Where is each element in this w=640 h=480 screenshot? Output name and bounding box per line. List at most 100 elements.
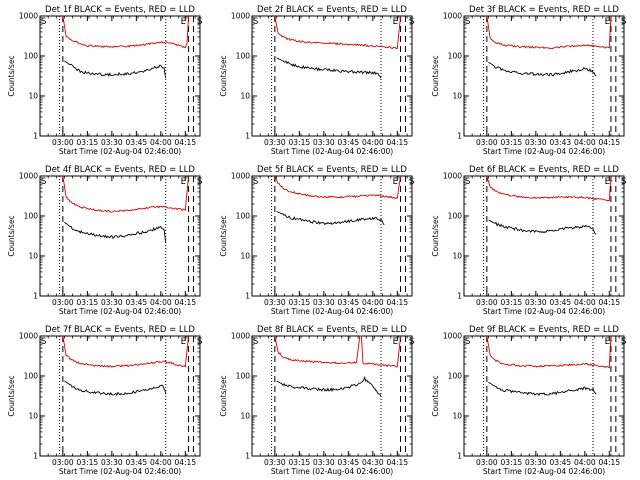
x-tick-label: 03:45	[338, 298, 360, 307]
panel-6: Det 6f BLACK = Events, RED = LLD 1 10 100 10…	[431, 165, 626, 316]
series-line-events	[488, 61, 597, 77]
panel-title: Det 3f BLACK = Events, RED = LLD	[469, 5, 619, 15]
y-tick-label: 1	[33, 452, 38, 461]
y-tick-label: 100	[236, 52, 251, 61]
x-tick-label: 04:00	[150, 298, 172, 307]
x-axis-label: Start Time (02-Aug-04 02:46:00)	[483, 307, 605, 316]
x-axis-label: Start Time (02-Aug-04 02:46:00)	[483, 467, 605, 476]
marker-s: S	[41, 337, 46, 347]
y-tick-label: 1	[245, 292, 250, 301]
x-tick-label: 03:45	[338, 458, 360, 467]
series-line-lld	[486, 335, 612, 369]
x-tick-label: 03:00	[52, 298, 74, 307]
x-tick-label: 04:15	[598, 298, 620, 307]
marker-e: E	[605, 177, 610, 187]
x-tick-label: 03:45	[550, 458, 572, 467]
x-tick-label: 03:00	[476, 138, 498, 147]
y-axis-label: Counts/sec	[219, 215, 228, 256]
marker-s: S	[197, 17, 202, 27]
y-tick-label: 1000	[19, 12, 38, 21]
x-tick-label: 03:15	[289, 458, 311, 467]
x-tick-label: 03:30	[313, 298, 335, 307]
x-tick-label: 03:00	[52, 138, 74, 147]
marker-s: S	[409, 177, 414, 187]
x-axis-label: Start Time (02-Aug-04 02:46:00)	[271, 307, 393, 316]
marker-s: S	[41, 17, 46, 27]
series-line-events	[64, 221, 167, 243]
y-axis-label: Counts/sec	[431, 55, 440, 96]
y-axis-label: Counts/sec	[219, 55, 228, 96]
y-tick-label: 100	[24, 372, 39, 381]
x-tick-label: 04:15	[598, 458, 620, 467]
series-line-lld	[62, 335, 190, 368]
x-tick-label: 03:00	[52, 458, 74, 467]
series-line-events	[64, 60, 167, 79]
x-tick-label: 04:00	[574, 138, 596, 147]
y-tick-label: 10	[452, 412, 462, 421]
y-tick-label: 1	[33, 292, 38, 301]
y-tick-label: 10	[28, 92, 38, 101]
x-tick-label: 03:30	[313, 138, 335, 147]
x-tick-label: 04:00	[362, 138, 384, 147]
y-tick-label: 1	[245, 132, 250, 141]
x-tick-label: 04:15	[174, 298, 196, 307]
series-line-events	[488, 381, 597, 397]
marker-s: S	[465, 337, 470, 347]
panel-1: Det 1f BLACK = Events, RED = LLD 1 10 100 10…	[7, 5, 202, 156]
plot-frame	[251, 175, 413, 297]
x-tick-label: 04:30	[362, 458, 384, 467]
x-tick-label: 03:45	[550, 298, 572, 307]
marker-e: E	[605, 337, 610, 347]
plot-frame	[463, 175, 625, 297]
x-tick-label: 03:00	[476, 298, 498, 307]
marker-e: E	[181, 17, 186, 27]
x-tick-label: 03:15	[501, 458, 523, 467]
y-axis-label: Counts/sec	[7, 215, 16, 256]
x-tick-label: 03:00	[476, 458, 498, 467]
plot-frame	[463, 15, 625, 137]
x-tick-label: 04:00	[574, 298, 596, 307]
y-tick-label: 10	[240, 92, 250, 101]
y-tick-label: 1000	[231, 12, 250, 21]
marker-s: S	[621, 17, 626, 27]
y-tick-label: 10	[28, 252, 38, 261]
x-tick-label: 03:15	[77, 298, 99, 307]
panel-title: Det 8f BLACK = Events, RED = LLD	[257, 325, 407, 335]
x-tick-label: 04:15	[386, 298, 408, 307]
x-tick-label: 03:15	[289, 138, 311, 147]
x-tick-label: 03:15	[501, 298, 523, 307]
series-line-events	[276, 210, 385, 226]
y-tick-label: 1000	[19, 172, 38, 181]
x-tick-label: 04:00	[150, 138, 172, 147]
y-tick-label: 100	[24, 212, 39, 221]
y-tick-label: 10	[240, 412, 250, 421]
marker-s: S	[253, 17, 258, 27]
y-tick-label: 1000	[231, 332, 250, 341]
x-axis-label: Start Time (02-Aug-04 02:46:00)	[59, 467, 181, 476]
y-tick-label: 1000	[443, 332, 462, 341]
y-tick-label: 1000	[443, 12, 462, 21]
panel-7: Det 7f BLACK = Events, RED = LLD 1 10 100 10…	[7, 325, 202, 476]
y-tick-label: 100	[448, 52, 463, 61]
y-tick-label: 10	[28, 412, 38, 421]
y-tick-label: 100	[448, 212, 463, 221]
x-tick-label: 04:00	[362, 298, 384, 307]
x-tick-label: 04:15	[386, 138, 408, 147]
y-tick-label: 10	[452, 92, 462, 101]
panel-4: Det 4f BLACK = Events, RED = LLD 1 10 100 10…	[7, 165, 202, 316]
x-axis-label: Start Time (02-Aug-04 02:46:00)	[59, 307, 181, 316]
y-tick-label: 1	[33, 132, 38, 141]
y-tick-label: 10	[240, 252, 250, 261]
x-tick-label: 03:15	[501, 138, 523, 147]
y-tick-label: 1	[457, 452, 462, 461]
panel-title: Det 2f BLACK = Events, RED = LLD	[257, 5, 407, 15]
series-line-lld	[274, 335, 402, 368]
y-tick-label: 100	[236, 372, 251, 381]
marker-e: E	[181, 177, 186, 187]
y-tick-label: 10	[452, 252, 462, 261]
x-tick-label: 04:15	[386, 458, 408, 467]
marker-e: E	[605, 17, 610, 27]
y-tick-label: 1	[245, 452, 250, 461]
marker-s: S	[621, 177, 626, 187]
y-axis-label: Counts/sec	[7, 375, 16, 416]
